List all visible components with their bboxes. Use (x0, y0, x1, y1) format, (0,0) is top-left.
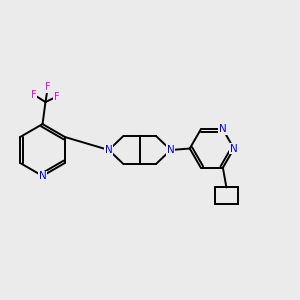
Text: N: N (39, 172, 46, 182)
Text: F: F (31, 90, 37, 100)
Text: N: N (230, 143, 238, 154)
Text: F: F (45, 82, 51, 92)
Text: F: F (54, 92, 59, 102)
Text: N: N (105, 145, 113, 155)
Text: N: N (219, 124, 227, 134)
Text: N: N (167, 145, 175, 155)
